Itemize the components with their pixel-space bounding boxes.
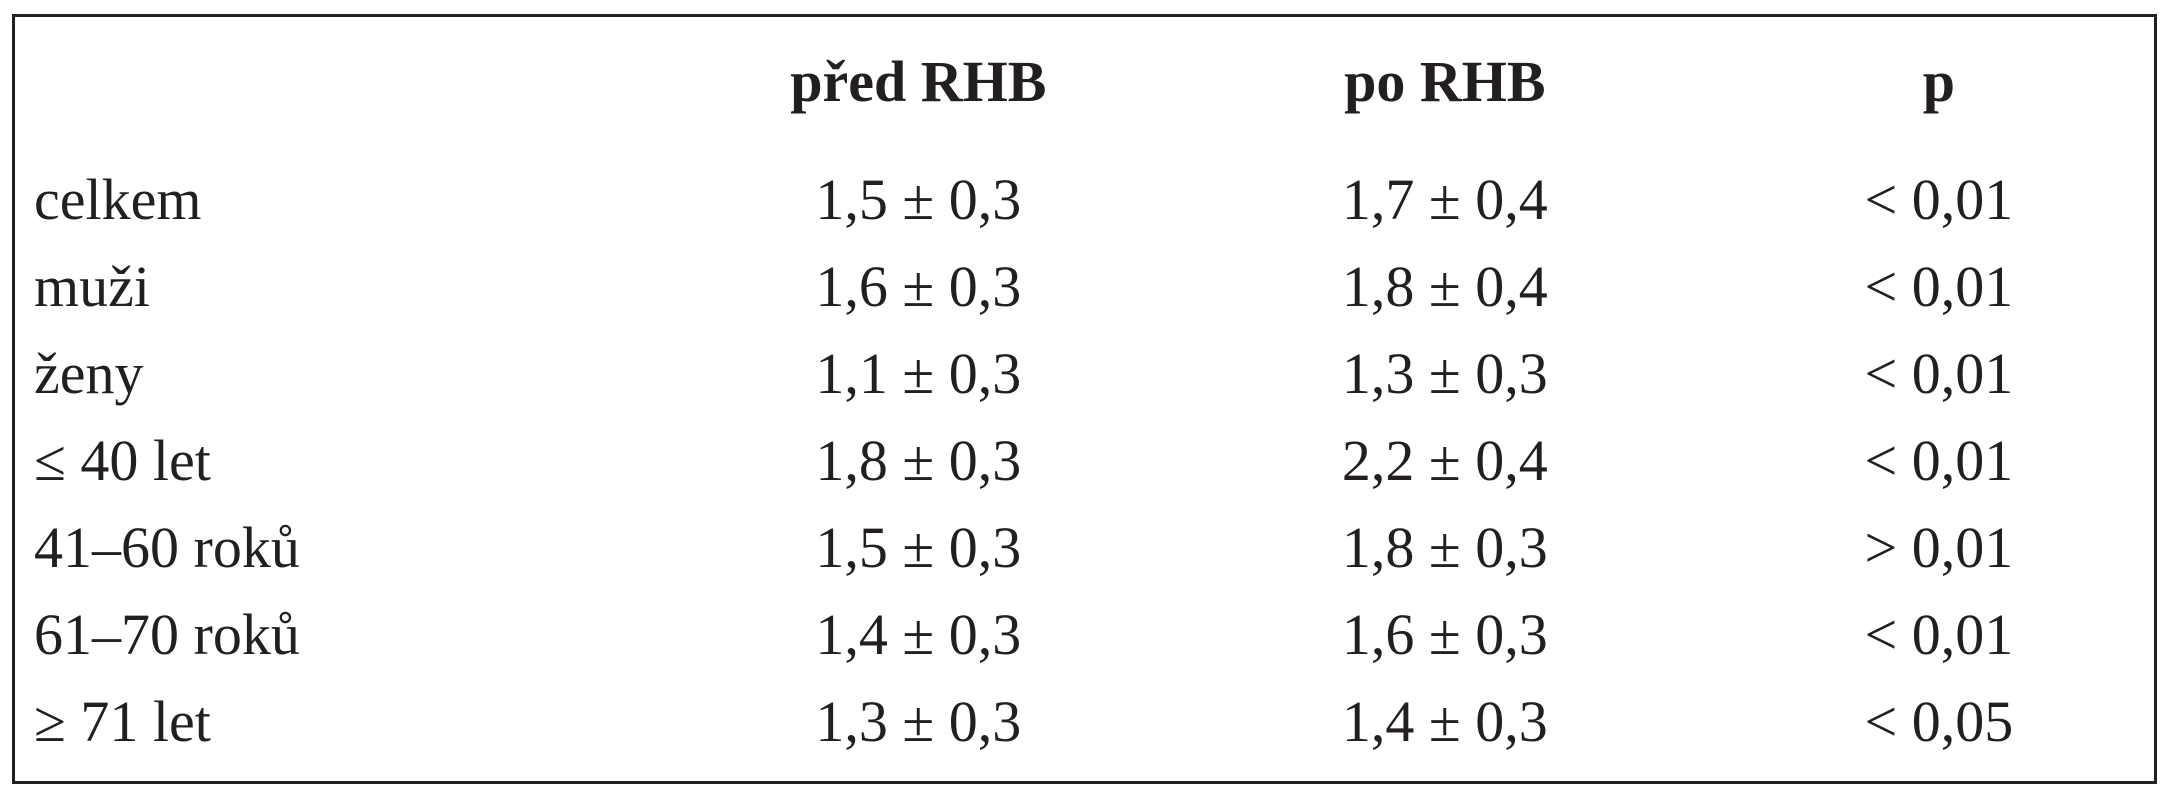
table-row: celkem 1,5 ± 0,3 1,7 ± 0,4 < 0,01 — [34, 156, 2171, 243]
header-cell-before-rhb: před RHB — [790, 49, 1047, 114]
results-table: před RHB po RHB p celkem 1,5 ± 0,3 1,7 ±… — [34, 36, 2171, 765]
header-cell-p-value: p — [1922, 49, 1956, 114]
cell-before-rhb: 1,4 ± 0,3 — [815, 602, 1022, 667]
table-row: 41–60 roků 1,5 ± 0,3 1,8 ± 0,3 > 0,01 — [34, 504, 2171, 591]
cell-before-rhb: 1,1 ± 0,3 — [815, 341, 1022, 406]
cell-p-value: < 0,01 — [1864, 167, 2014, 232]
cell-p-value: > 0,01 — [1864, 515, 2014, 580]
row-label: 41–60 roků — [34, 515, 300, 580]
cell-after-rhb: 1,8 ± 0,4 — [1341, 254, 1548, 319]
cell-before-rhb: 1,8 ± 0,3 — [815, 428, 1022, 493]
cell-p-value: < 0,01 — [1864, 341, 2014, 406]
row-label: ≥ 71 let — [34, 689, 211, 754]
cell-after-rhb: 1,3 ± 0,3 — [1341, 341, 1548, 406]
cell-before-rhb: 1,3 ± 0,3 — [815, 689, 1022, 754]
cell-after-rhb: 1,6 ± 0,3 — [1341, 602, 1548, 667]
header-row: před RHB po RHB p — [34, 36, 2171, 156]
cell-after-rhb: 2,2 ± 0,4 — [1341, 428, 1548, 493]
header-cell-after-rhb: po RHB — [1344, 49, 1546, 114]
table-row: ≤ 40 let 1,8 ± 0,3 2,2 ± 0,4 < 0,01 — [34, 417, 2171, 504]
table-row: ženy 1,1 ± 0,3 1,3 ± 0,3 < 0,01 — [34, 330, 2171, 417]
row-label: muži — [34, 254, 150, 319]
row-label: celkem — [34, 167, 202, 232]
cell-p-value: < 0,01 — [1864, 254, 2014, 319]
row-label: ženy — [34, 341, 144, 406]
cell-p-value: < 0,01 — [1864, 602, 2014, 667]
table-row: ≥ 71 let 1,3 ± 0,3 1,4 ± 0,3 < 0,05 — [34, 678, 2171, 765]
header-cell-group — [34, 36, 654, 156]
table-frame — [12, 14, 2157, 784]
cell-p-value: < 0,05 — [1864, 689, 2014, 754]
cell-p-value: < 0,01 — [1864, 428, 2014, 493]
table-row: 61–70 roků 1,4 ± 0,3 1,6 ± 0,3 < 0,01 — [34, 591, 2171, 678]
cell-after-rhb: 1,8 ± 0,3 — [1341, 515, 1548, 580]
cell-before-rhb: 1,5 ± 0,3 — [815, 167, 1022, 232]
cell-before-rhb: 1,6 ± 0,3 — [815, 254, 1022, 319]
cell-after-rhb: 1,4 ± 0,3 — [1341, 689, 1548, 754]
row-label: 61–70 roků — [34, 602, 300, 667]
cell-before-rhb: 1,5 ± 0,3 — [815, 515, 1022, 580]
cell-after-rhb: 1,7 ± 0,4 — [1341, 167, 1548, 232]
row-label: ≤ 40 let — [34, 428, 211, 493]
table-row: muži 1,6 ± 0,3 1,8 ± 0,4 < 0,01 — [34, 243, 2171, 330]
